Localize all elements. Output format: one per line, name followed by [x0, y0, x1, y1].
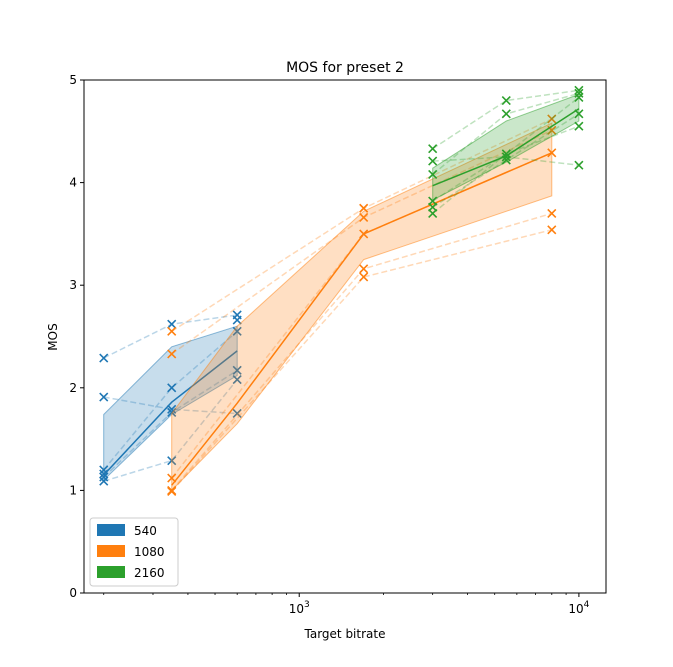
trace-2160-0 [432, 89, 580, 150]
axes-frame [83, 79, 607, 594]
point-2160-10 [501, 155, 511, 165]
point-2160-2 [428, 169, 438, 179]
point-1080-5 [359, 203, 369, 213]
y-tick-label-0: 0 [69, 586, 77, 600]
point-2160-1 [428, 156, 438, 166]
point-1080-1 [167, 349, 177, 359]
legend-label-2160: 2160 [134, 566, 165, 580]
mean-line-1080 [171, 152, 553, 486]
series-2160 [428, 85, 584, 218]
point-1080-4 [167, 486, 177, 496]
point-540-16 [232, 408, 242, 419]
point-2160-9 [501, 152, 511, 162]
trace-1080-4 [171, 229, 552, 492]
legend-swatch-540 [97, 524, 125, 536]
legend: 540 1080 2160 [89, 517, 179, 587]
point-2160-16 [574, 160, 584, 170]
point-1080-8 [359, 264, 369, 274]
point-540-7 [167, 383, 177, 393]
trace-540-1 [103, 396, 238, 415]
point-1080-0 [167, 326, 177, 336]
point-1080-9 [359, 272, 369, 282]
point-540-14 [232, 365, 242, 375]
point-540-5 [99, 476, 109, 486]
point-1080-6 [359, 212, 369, 223]
point-540-15 [232, 375, 242, 385]
mean-line-540 [103, 350, 238, 476]
legend-label-540: 540 [134, 524, 157, 538]
y-axis-title: MOS [46, 323, 60, 350]
trace-540-4 [103, 379, 238, 482]
point-1080-13 [547, 208, 557, 218]
point-540-13 [232, 326, 242, 336]
point-540-3 [99, 469, 109, 479]
y-axis-ticks: 0 1 2 3 4 5 [69, 73, 84, 600]
chart-title: MOS for preset 2 [286, 60, 404, 76]
trace-540-2 [103, 330, 238, 471]
point-2160-11 [574, 85, 584, 95]
point-540-8 [167, 404, 177, 414]
point-2160-7 [501, 109, 511, 119]
point-1080-10 [547, 114, 557, 124]
point-2160-15 [574, 121, 584, 131]
y-tick-label-4: 4 [69, 176, 77, 190]
point-540-6 [167, 319, 177, 329]
point-540-2 [99, 465, 109, 475]
point-2160-6 [501, 95, 511, 106]
x-tick-label-10000: 104 [568, 600, 589, 616]
point-2160-0 [428, 144, 438, 154]
point-2160-14 [574, 109, 584, 119]
series-1080 [167, 114, 557, 496]
plot-area [99, 85, 584, 496]
point-1080-14 [547, 225, 557, 235]
point-540-0 [99, 353, 109, 363]
y-tick-label-1: 1 [69, 483, 77, 497]
y-tick-label-2: 2 [69, 381, 77, 395]
trace-2160-3 [432, 96, 580, 202]
x-tick-label-1000: 103 [289, 600, 310, 616]
y-tick-label-3: 3 [69, 278, 77, 292]
point-2160-5 [428, 208, 438, 218]
point-1080-7 [359, 229, 369, 239]
point-1080-12 [547, 148, 557, 158]
point-540-4 [99, 472, 109, 482]
point-2160-12 [574, 88, 584, 98]
legend-label-1080: 1080 [134, 545, 165, 559]
legend-swatch-2160 [97, 566, 125, 578]
point-2160-13 [574, 92, 584, 103]
series-540 [99, 310, 242, 486]
band-1080 [171, 122, 553, 492]
x-axis-title: Target bitrate [304, 627, 386, 641]
point-540-12 [232, 315, 242, 325]
legend-swatch-1080 [97, 545, 125, 557]
trace-2160-4 [432, 113, 580, 208]
point-540-1 [99, 392, 109, 402]
y-tick-label-5: 5 [69, 73, 77, 87]
x-axis-ticks: 103 104 [103, 593, 590, 616]
point-1080-2 [167, 473, 177, 483]
